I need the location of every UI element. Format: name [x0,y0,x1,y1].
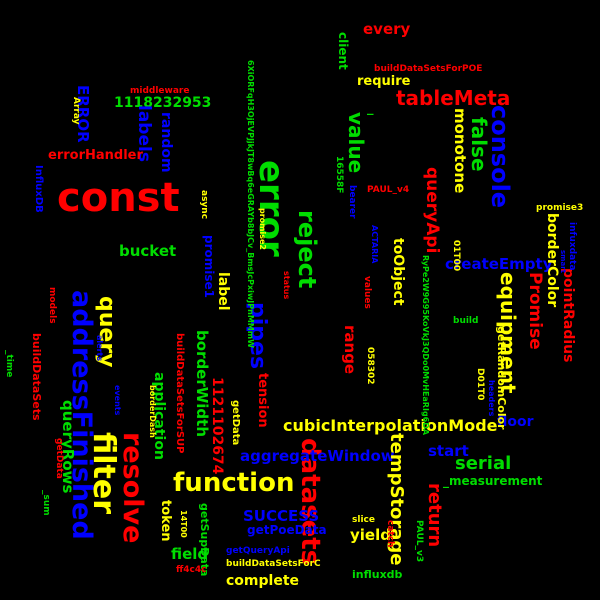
word: tension [255,373,270,428]
word: _measurement [443,474,543,488]
word: complete [226,573,300,589]
word: resolve [117,432,148,544]
word: buildDataSetsForPOE [374,64,483,74]
word: toObject [390,238,406,306]
word: Array [71,97,81,125]
word: getData [230,400,241,446]
word: borderColor [544,213,560,308]
word: Promise [525,272,545,350]
word: getRandomColor [495,326,508,430]
word: value [344,112,368,174]
word: borderWidth [193,330,211,438]
word: queryApi [422,167,442,254]
word: yield [350,526,391,544]
word: range [341,325,359,375]
word: tableMeta [396,86,511,110]
word: getData [54,438,64,479]
word: 1121102674 [209,377,225,475]
word: require [357,74,411,89]
word: promise1 [202,235,216,298]
word: async [199,190,209,220]
word: monotone [451,108,469,194]
word: _sum [41,490,51,516]
word: _time [4,350,14,378]
word: 058302 [365,347,375,385]
word: reject [293,210,321,289]
word: getQueryApi [226,546,290,556]
word: aggregateWindow [240,447,395,465]
word: return [424,483,445,548]
word: borderDash [148,385,157,438]
word: cubicInterpolationMode [283,416,498,435]
word: SUCCESS [243,507,320,525]
word: field [171,545,209,563]
word: 16558F [334,156,344,194]
word: promise2 [258,208,267,250]
word: smart [559,250,567,273]
word: floor [497,414,534,430]
word: ACTARIA [370,225,379,264]
word: PAUL_v4 [367,185,410,195]
word: ff4c4c [176,565,207,575]
word: pointRadius [560,268,576,363]
word: 1118232953 [114,95,212,111]
word: RyPe2W9G95KoVkJ3QDo0MvHEaRIg6DA [421,255,430,436]
word: headers [487,380,496,417]
word: bearer [347,185,357,219]
word: 01T00 [451,240,461,272]
word: alerts [95,335,104,362]
word: buildDataSetsForC [226,559,321,569]
word: start [428,442,469,460]
word: false [467,117,491,172]
word: const [57,175,180,221]
word: status [282,271,291,300]
word: getPoeData [247,523,327,537]
word: influxdb [352,568,403,581]
word: 6XiORFqH3OjEVPJjkJT8wBq6eGRAYb8bJCv_BmsJ… [246,60,255,348]
word: token [158,500,173,542]
word: InfluxDB [33,165,44,213]
word: slice [352,515,375,525]
word: infuxdata [567,222,577,271]
word: function [173,468,295,498]
word: client [336,32,350,70]
word: promise3 [536,203,584,213]
word: 14T00 [179,510,188,538]
word: middleware [130,86,190,96]
word: createEmpty [445,255,553,273]
word: buildDataSets [30,333,43,421]
word: models [47,287,57,324]
word: random [158,112,174,173]
word: D01T0 [475,368,485,401]
word: console [486,105,514,209]
word: events [113,385,122,416]
word: serial [455,453,512,474]
word: errorHandler [48,148,143,163]
word: label [215,272,231,311]
word: values [362,276,372,309]
word: every [363,20,411,38]
word: build [453,316,479,326]
word: catch [385,520,395,548]
word: buildDataSetsForSUP [174,333,185,454]
word: PAUL_v3 [414,520,424,563]
word: _ [367,101,374,116]
word: bucket [119,242,177,260]
